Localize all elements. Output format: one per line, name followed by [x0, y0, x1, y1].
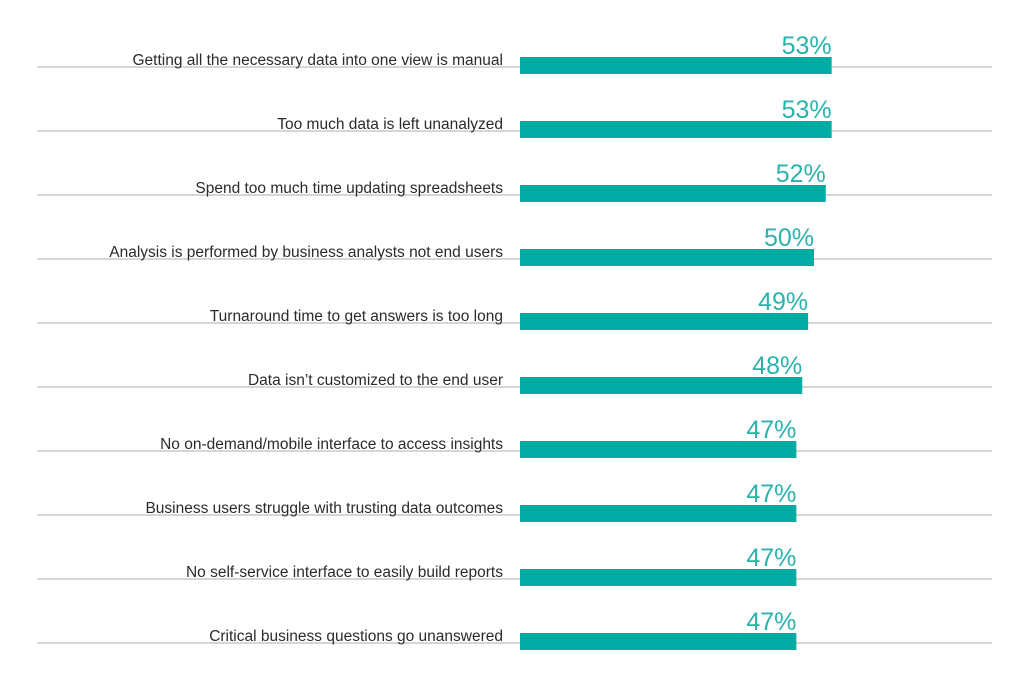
category-label: Critical business questions go unanswere…	[209, 628, 503, 645]
bar	[520, 313, 809, 330]
bar	[520, 569, 797, 586]
value-label: 47%	[746, 480, 796, 508]
value-label: 47%	[746, 544, 796, 572]
category-label: Turnaround time to get answers is too lo…	[210, 308, 503, 325]
category-label: Business users struggle with trusting da…	[145, 500, 503, 517]
bar	[520, 57, 832, 74]
bar	[520, 633, 797, 650]
category-label: Too much data is left unanalyzed	[277, 116, 503, 133]
bar	[520, 185, 826, 202]
value-label: 47%	[746, 416, 796, 444]
value-label: 49%	[758, 288, 808, 316]
bar	[520, 249, 814, 266]
category-label: Spend too much time updating spreadsheet…	[195, 180, 503, 197]
category-label: Data isn’t customized to the end user	[248, 372, 503, 389]
value-label: 53%	[782, 96, 832, 124]
value-label: 52%	[776, 160, 826, 188]
category-label: Getting all the necessary data into one …	[133, 52, 504, 69]
category-label: No on-demand/mobile interface to access …	[160, 436, 503, 453]
value-label: 48%	[752, 352, 802, 380]
bar	[520, 505, 797, 522]
category-label: No self-service interface to easily buil…	[186, 564, 503, 581]
value-label: 53%	[782, 32, 832, 60]
value-label: 47%	[746, 608, 796, 636]
bar	[520, 121, 832, 138]
value-label: 50%	[764, 224, 814, 252]
category-label: Analysis is performed by business analys…	[109, 244, 503, 261]
bar	[520, 441, 797, 458]
bar	[520, 377, 803, 394]
